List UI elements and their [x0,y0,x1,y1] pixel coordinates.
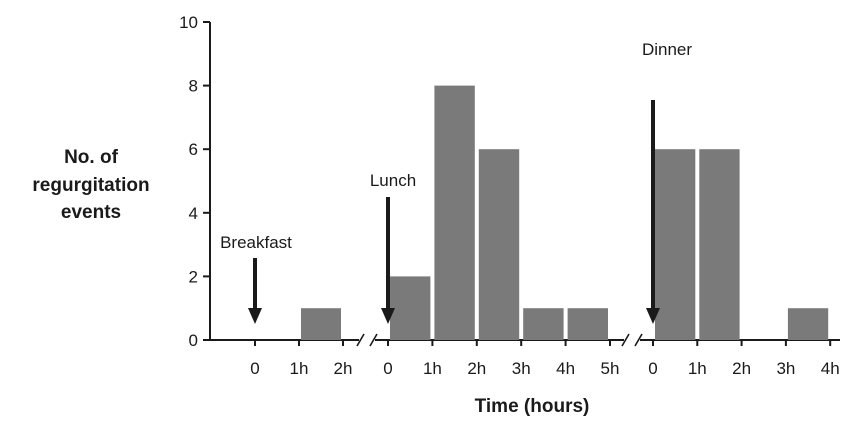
bar-lunch-0-1h [390,276,431,340]
bar-lunch-4h-5h [567,308,608,340]
bar-dinner-0-1h [655,149,696,340]
bar-lunch-1h-2h [434,85,475,340]
axis-break-mark [356,333,365,347]
x-tick-label: 4h [821,359,840,378]
x-tick-label: 2h [334,359,353,378]
y-axis-label-line: No. of [64,147,118,168]
x-tick-label: 3h [512,359,531,378]
x-tick-label: 2h [732,359,751,378]
x-tick-label: 4h [556,359,575,378]
meal-label: Lunch [370,171,416,190]
x-tick-label: 0 [250,359,259,378]
y-tick-label: 10 [179,13,198,32]
y-tick-label: 8 [189,77,198,96]
meal-label: Breakfast [220,233,292,252]
axis-break-mark [634,333,643,347]
x-tick-label: 5h [601,359,620,378]
y-tick-label: 4 [189,204,198,223]
meal-arrow-head [381,308,395,324]
meal-arrow-head [248,308,262,324]
y-axis-label-line: regurgitation [32,175,149,196]
x-tick-label: 1h [423,359,442,378]
x-tick-label: 0 [648,359,657,378]
x-tick-label: 1h [290,359,309,378]
bar-dinner-3h-4h [787,308,829,340]
x-tick-label: 2h [467,359,486,378]
y-tick-label: 0 [189,331,198,350]
axis-break-mark [369,333,378,347]
y-axis-label-line: events [61,202,121,223]
bar-dinner-1h-2h [699,149,740,340]
bar-breakfast-1h-2h [301,308,341,340]
meal-arrow-head [646,308,660,324]
y-tick-label: 2 [189,267,198,286]
axis-break-mark [621,333,630,347]
bar-lunch-2h-3h [478,149,520,340]
x-tick-label: 3h [776,359,795,378]
x-tick-label: 1h [688,359,707,378]
y-tick-label: 6 [189,140,198,159]
bar-lunch-3h-4h [523,308,564,340]
meal-label: Dinner [642,40,692,59]
x-tick-label: 0 [383,359,392,378]
x-axis-label: Time (hours) [475,396,590,417]
